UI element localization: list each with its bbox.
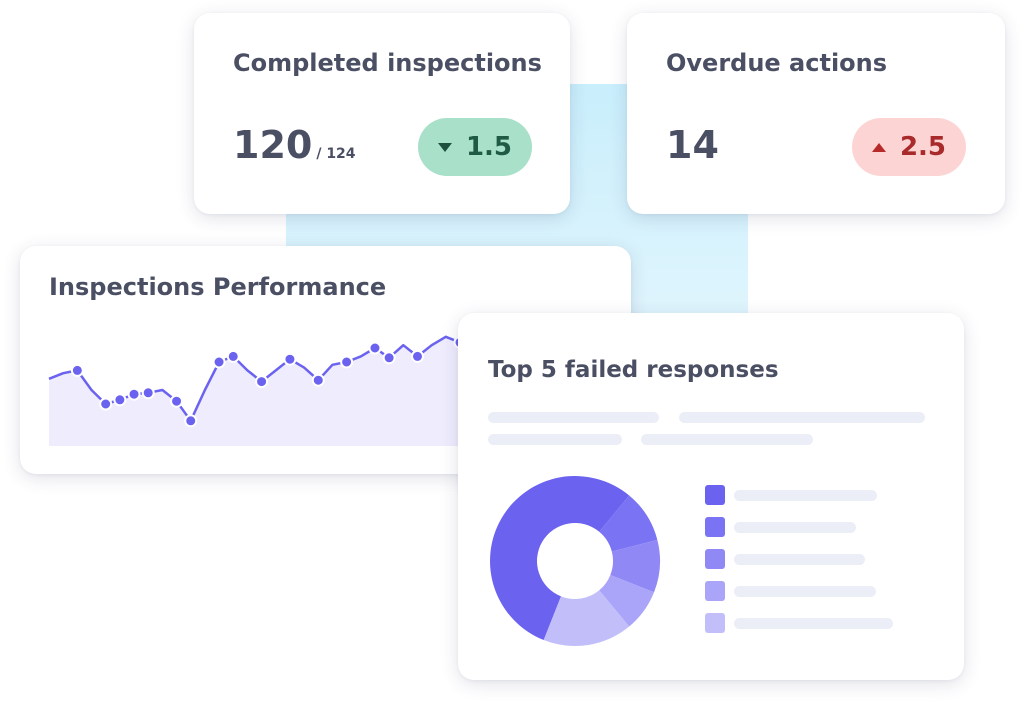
performance-data-point (212, 355, 226, 369)
performance-data-point (283, 352, 297, 366)
performance-data-point (340, 355, 354, 369)
overdue-change-badge: 2.5 (852, 118, 966, 176)
completed-total: / 124 (316, 146, 356, 162)
placeholder-line (641, 434, 813, 445)
performance-data-point (184, 414, 198, 428)
inspections-performance-title: Inspections Performance (49, 273, 387, 301)
completed-change-badge: 1.5 (418, 118, 532, 176)
completed-inspections-value: 120/ 124 (233, 126, 356, 164)
donut-slice (490, 476, 630, 641)
performance-data-point (255, 375, 269, 389)
triangle-down-icon (437, 142, 452, 152)
legend-placeholder-line (734, 618, 893, 629)
donut-slice (599, 495, 658, 552)
placeholder-line (488, 412, 659, 423)
performance-data-point (70, 363, 84, 377)
legend-placeholder-line (734, 554, 865, 565)
legend-placeholder-line (734, 586, 876, 597)
completed-change-value: 1.5 (465, 132, 513, 162)
legend-swatch (705, 581, 725, 601)
top-failed-responses-card: Top 5 failed responses (458, 313, 964, 680)
overdue-actions-card: Overdue actions 14 2.5 (627, 13, 1005, 214)
legend-swatch (705, 613, 725, 633)
performance-area-fill (49, 336, 460, 446)
legend-swatch (705, 485, 725, 505)
donut-slice (543, 590, 630, 646)
performance-data-point (382, 351, 396, 365)
performance-data-point (410, 349, 424, 363)
performance-data-point (226, 349, 240, 363)
performance-data-point (113, 393, 127, 407)
overdue-actions-title: Overdue actions (666, 49, 888, 77)
performance-data-point (99, 397, 113, 411)
placeholder-line (488, 434, 622, 445)
legend-swatch (705, 517, 725, 537)
overdue-change-value: 2.5 (899, 132, 947, 162)
legend-swatch (705, 549, 725, 569)
completed-count: 120 (233, 123, 313, 167)
overdue-actions-value: 14 (666, 123, 719, 167)
performance-data-point (311, 373, 325, 387)
failed-responses-donut-chart (490, 476, 660, 646)
completed-inspections-title: Completed inspections (233, 49, 542, 77)
performance-data-point (141, 386, 155, 400)
legend-placeholder-line (734, 522, 856, 533)
legend-placeholder-line (734, 490, 877, 501)
triangle-up-icon (871, 142, 886, 152)
performance-data-point (127, 387, 141, 401)
performance-data-point (170, 394, 184, 408)
placeholder-line (679, 412, 925, 423)
performance-data-point (368, 341, 382, 355)
donut-slice (599, 574, 655, 627)
donut-slice (610, 539, 660, 593)
top-failed-responses-title: Top 5 failed responses (488, 357, 779, 383)
completed-inspections-card: Completed inspections 120/ 124 1.5 (194, 13, 570, 214)
